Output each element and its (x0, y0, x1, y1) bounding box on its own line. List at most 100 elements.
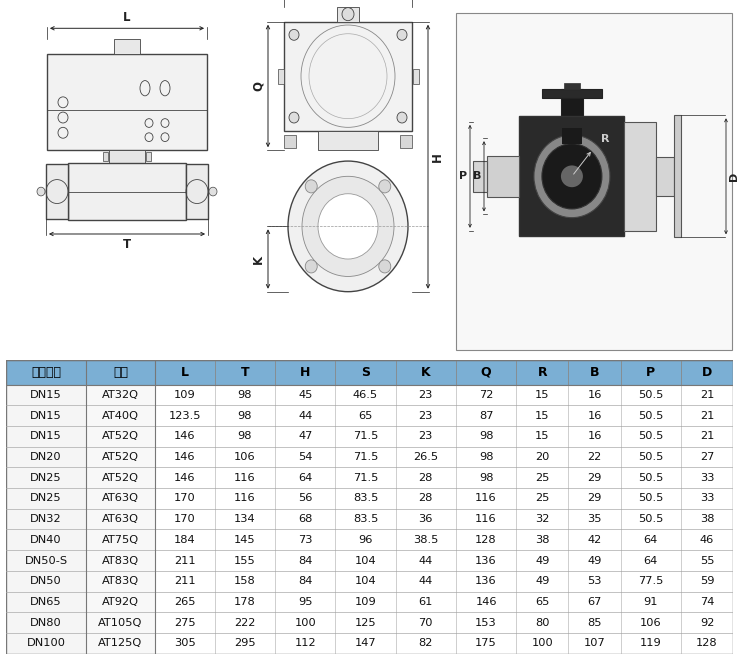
Text: 50.5: 50.5 (638, 390, 664, 400)
Bar (46, 164, 68, 219)
Bar (114, 39, 140, 55)
Text: B: B (473, 171, 481, 181)
Text: 85: 85 (588, 617, 602, 627)
Text: 38.5: 38.5 (413, 535, 438, 545)
Circle shape (318, 194, 378, 259)
Text: 146: 146 (475, 597, 497, 607)
Text: DN20: DN20 (30, 452, 62, 462)
Text: AT83Q: AT83Q (102, 576, 139, 587)
Text: DN32: DN32 (30, 514, 62, 524)
Bar (520, 117, 624, 236)
Bar (474, 161, 488, 192)
Bar (86, 633, 154, 654)
Bar (6, 550, 86, 571)
Text: 83.5: 83.5 (353, 514, 378, 524)
Bar (6, 447, 86, 467)
Bar (6, 633, 733, 654)
Circle shape (305, 180, 317, 193)
Text: DN65: DN65 (30, 597, 62, 607)
Text: 64: 64 (644, 535, 658, 545)
Bar (86, 612, 154, 633)
Text: 49: 49 (588, 556, 602, 565)
Bar (6, 488, 86, 509)
Text: 23: 23 (418, 390, 433, 400)
Text: 50.5: 50.5 (638, 411, 664, 420)
Text: D: D (702, 366, 712, 379)
Bar (6, 384, 86, 405)
Bar (6, 467, 733, 488)
Text: DN15: DN15 (30, 390, 62, 400)
Text: 211: 211 (174, 576, 196, 587)
Text: DN50-S: DN50-S (24, 556, 68, 565)
Text: 38: 38 (700, 514, 714, 524)
Text: 56: 56 (298, 494, 313, 503)
Text: D: D (729, 172, 739, 181)
Bar (413, 69, 419, 84)
Text: 96: 96 (358, 535, 372, 545)
Bar (6, 384, 733, 405)
Bar (6, 571, 733, 592)
Text: 84: 84 (298, 556, 313, 565)
Text: 116: 116 (234, 473, 256, 482)
Text: 气动: 气动 (113, 366, 128, 379)
Text: 25: 25 (535, 494, 549, 503)
Text: 20: 20 (535, 452, 549, 462)
Bar (6, 360, 733, 384)
Circle shape (379, 180, 391, 193)
Circle shape (305, 260, 317, 273)
Text: 64: 64 (298, 473, 313, 482)
Bar (6, 592, 86, 612)
Bar (6, 612, 733, 633)
Bar (278, 69, 284, 84)
Text: 119: 119 (640, 639, 661, 648)
Text: 295: 295 (234, 639, 256, 648)
Bar (103, 152, 108, 161)
Text: 38: 38 (535, 535, 550, 545)
Text: Q: Q (252, 81, 265, 91)
Text: 100: 100 (531, 639, 553, 648)
Circle shape (289, 30, 299, 40)
Text: 28: 28 (418, 494, 433, 503)
Text: 16: 16 (588, 431, 602, 442)
Bar (146, 152, 151, 161)
Text: 61: 61 (418, 597, 433, 607)
Text: 16: 16 (588, 411, 602, 420)
Text: R: R (537, 366, 547, 379)
Text: 55: 55 (700, 556, 714, 565)
Text: 91: 91 (644, 597, 658, 607)
Text: DN15: DN15 (30, 431, 62, 442)
Text: 54: 54 (298, 452, 313, 462)
Text: H: H (300, 366, 310, 379)
Text: 公称通径: 公称通径 (31, 366, 61, 379)
Circle shape (397, 30, 407, 40)
Text: 50.5: 50.5 (638, 494, 664, 503)
Text: 153: 153 (475, 617, 497, 627)
Text: Q: Q (480, 366, 491, 379)
Text: 53: 53 (588, 576, 602, 587)
Text: AT92Q: AT92Q (102, 597, 139, 607)
Text: 146: 146 (174, 431, 195, 442)
Bar (6, 529, 733, 550)
Text: 25: 25 (535, 473, 549, 482)
Text: DN15: DN15 (30, 411, 62, 420)
Text: 74: 74 (700, 597, 714, 607)
Text: 98: 98 (479, 473, 493, 482)
Text: 100: 100 (294, 617, 316, 627)
Text: DN50: DN50 (30, 576, 62, 587)
Bar (318, 130, 378, 150)
Text: 73: 73 (298, 535, 313, 545)
Text: 23: 23 (418, 411, 433, 420)
Text: AT63Q: AT63Q (102, 494, 139, 503)
Bar (6, 592, 733, 612)
Text: 49: 49 (535, 556, 549, 565)
Text: 128: 128 (475, 535, 497, 545)
Bar (6, 405, 733, 426)
Text: 98: 98 (479, 431, 493, 442)
Text: 33: 33 (700, 473, 714, 482)
Bar (337, 7, 359, 22)
Text: 116: 116 (475, 514, 497, 524)
Bar (284, 135, 296, 148)
Text: K: K (421, 366, 431, 379)
Text: AT52Q: AT52Q (102, 431, 139, 442)
Circle shape (302, 177, 394, 276)
